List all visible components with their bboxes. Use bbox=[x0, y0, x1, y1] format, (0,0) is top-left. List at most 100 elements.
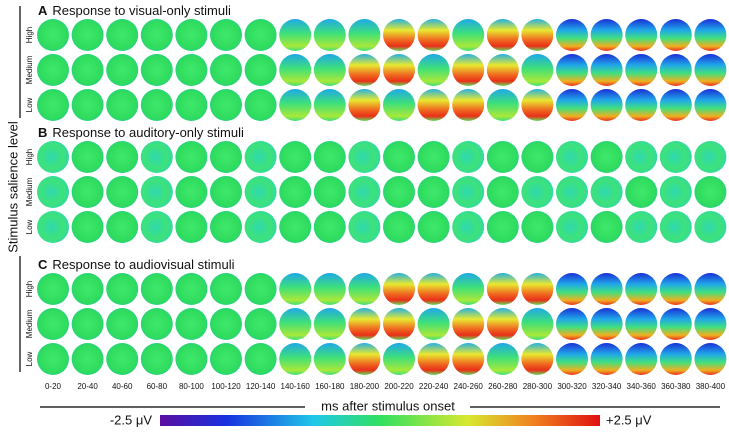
topo-map bbox=[659, 211, 692, 243]
topo-map bbox=[210, 176, 242, 208]
topo-map bbox=[106, 211, 139, 243]
topo-map bbox=[71, 343, 104, 375]
topo-map bbox=[244, 89, 277, 121]
topo-map bbox=[417, 273, 450, 305]
topo-map bbox=[279, 54, 312, 86]
topo-map bbox=[313, 19, 346, 51]
topo-map bbox=[140, 176, 173, 208]
topo-map bbox=[37, 89, 69, 121]
topo-map bbox=[383, 19, 415, 51]
topo-map bbox=[452, 211, 485, 243]
topo-map bbox=[313, 89, 346, 121]
time-window-label: 380-400 bbox=[696, 382, 726, 391]
topo-map bbox=[210, 19, 242, 51]
topo-map bbox=[313, 141, 346, 173]
topo-map bbox=[486, 308, 519, 340]
colorbar-min-label: -2.5 μV bbox=[110, 412, 153, 427]
topo-map bbox=[140, 308, 173, 340]
topo-map bbox=[279, 176, 312, 208]
topo-map bbox=[521, 343, 554, 375]
topo-map bbox=[313, 211, 346, 243]
panel-letter: B bbox=[38, 125, 47, 140]
topo-map bbox=[71, 308, 104, 340]
topo-map bbox=[417, 343, 450, 375]
topo-map bbox=[590, 54, 623, 86]
topo-map bbox=[452, 19, 485, 51]
topo-map bbox=[140, 141, 173, 173]
topo-map bbox=[625, 141, 658, 173]
topo-map bbox=[486, 89, 519, 121]
topo-map bbox=[521, 141, 554, 173]
topo-map bbox=[486, 54, 519, 86]
topo-map bbox=[210, 343, 242, 375]
time-window-label: 340-360 bbox=[627, 382, 657, 391]
topo-map bbox=[694, 343, 727, 375]
row-label: High bbox=[25, 27, 34, 43]
topo-map bbox=[348, 308, 381, 340]
topo-map bbox=[71, 19, 104, 51]
topo-map bbox=[383, 211, 415, 243]
topo-map bbox=[313, 176, 346, 208]
topo-map bbox=[71, 273, 104, 305]
topo-map bbox=[625, 308, 658, 340]
topo-map bbox=[279, 141, 312, 173]
topo-map bbox=[625, 343, 658, 375]
topo-map bbox=[625, 273, 658, 305]
topo-map bbox=[37, 308, 69, 340]
topo-map bbox=[694, 141, 727, 173]
time-window-label: 320-340 bbox=[592, 382, 622, 391]
topo-map bbox=[175, 273, 208, 305]
topo-map bbox=[279, 211, 312, 243]
panel-title: B Response to auditory-only stimuli bbox=[38, 125, 244, 140]
topo-map bbox=[140, 211, 173, 243]
topo-map bbox=[383, 273, 415, 305]
topo-map bbox=[521, 273, 554, 305]
row-label: Medium bbox=[25, 177, 34, 206]
topo-map bbox=[140, 19, 173, 51]
row-label: Low bbox=[25, 97, 34, 112]
topo-map bbox=[175, 211, 208, 243]
topo-map bbox=[175, 308, 208, 340]
row-label: High bbox=[25, 149, 34, 165]
topo-map bbox=[486, 211, 519, 243]
topo-map bbox=[590, 19, 623, 51]
topo-map bbox=[694, 19, 727, 51]
topo-map bbox=[383, 176, 415, 208]
row-label: Low bbox=[25, 351, 34, 366]
topo-map bbox=[37, 19, 69, 51]
topo-map bbox=[348, 273, 381, 305]
topo-map bbox=[71, 89, 104, 121]
topo-map bbox=[625, 54, 658, 86]
topo-map bbox=[37, 54, 69, 86]
topo-map bbox=[383, 89, 415, 121]
topo-map bbox=[659, 308, 692, 340]
topo-map bbox=[71, 54, 104, 86]
topo-map bbox=[417, 19, 450, 51]
topo-map bbox=[417, 89, 450, 121]
topo-map bbox=[313, 343, 346, 375]
topo-map bbox=[452, 141, 485, 173]
time-window-label: 80-100 bbox=[179, 382, 204, 391]
topo-map bbox=[244, 308, 277, 340]
topo-map bbox=[244, 176, 277, 208]
topo-map bbox=[348, 343, 381, 375]
topo-map bbox=[210, 141, 242, 173]
topo-map bbox=[106, 308, 139, 340]
topo-map bbox=[521, 19, 554, 51]
topo-map bbox=[348, 176, 381, 208]
topo-map bbox=[140, 54, 173, 86]
topo-map bbox=[556, 89, 588, 121]
topo-map bbox=[210, 89, 242, 121]
topo-map bbox=[590, 273, 623, 305]
row-label: Low bbox=[25, 219, 34, 234]
topo-map bbox=[175, 343, 208, 375]
panel-title-text: Response to visual-only stimuli bbox=[52, 3, 231, 18]
topo-map bbox=[556, 54, 588, 86]
topo-map bbox=[486, 273, 519, 305]
topo-map bbox=[521, 211, 554, 243]
time-window-label: 20-40 bbox=[77, 382, 98, 391]
topo-map bbox=[244, 141, 277, 173]
topo-map bbox=[521, 176, 554, 208]
topo-map bbox=[694, 211, 727, 243]
